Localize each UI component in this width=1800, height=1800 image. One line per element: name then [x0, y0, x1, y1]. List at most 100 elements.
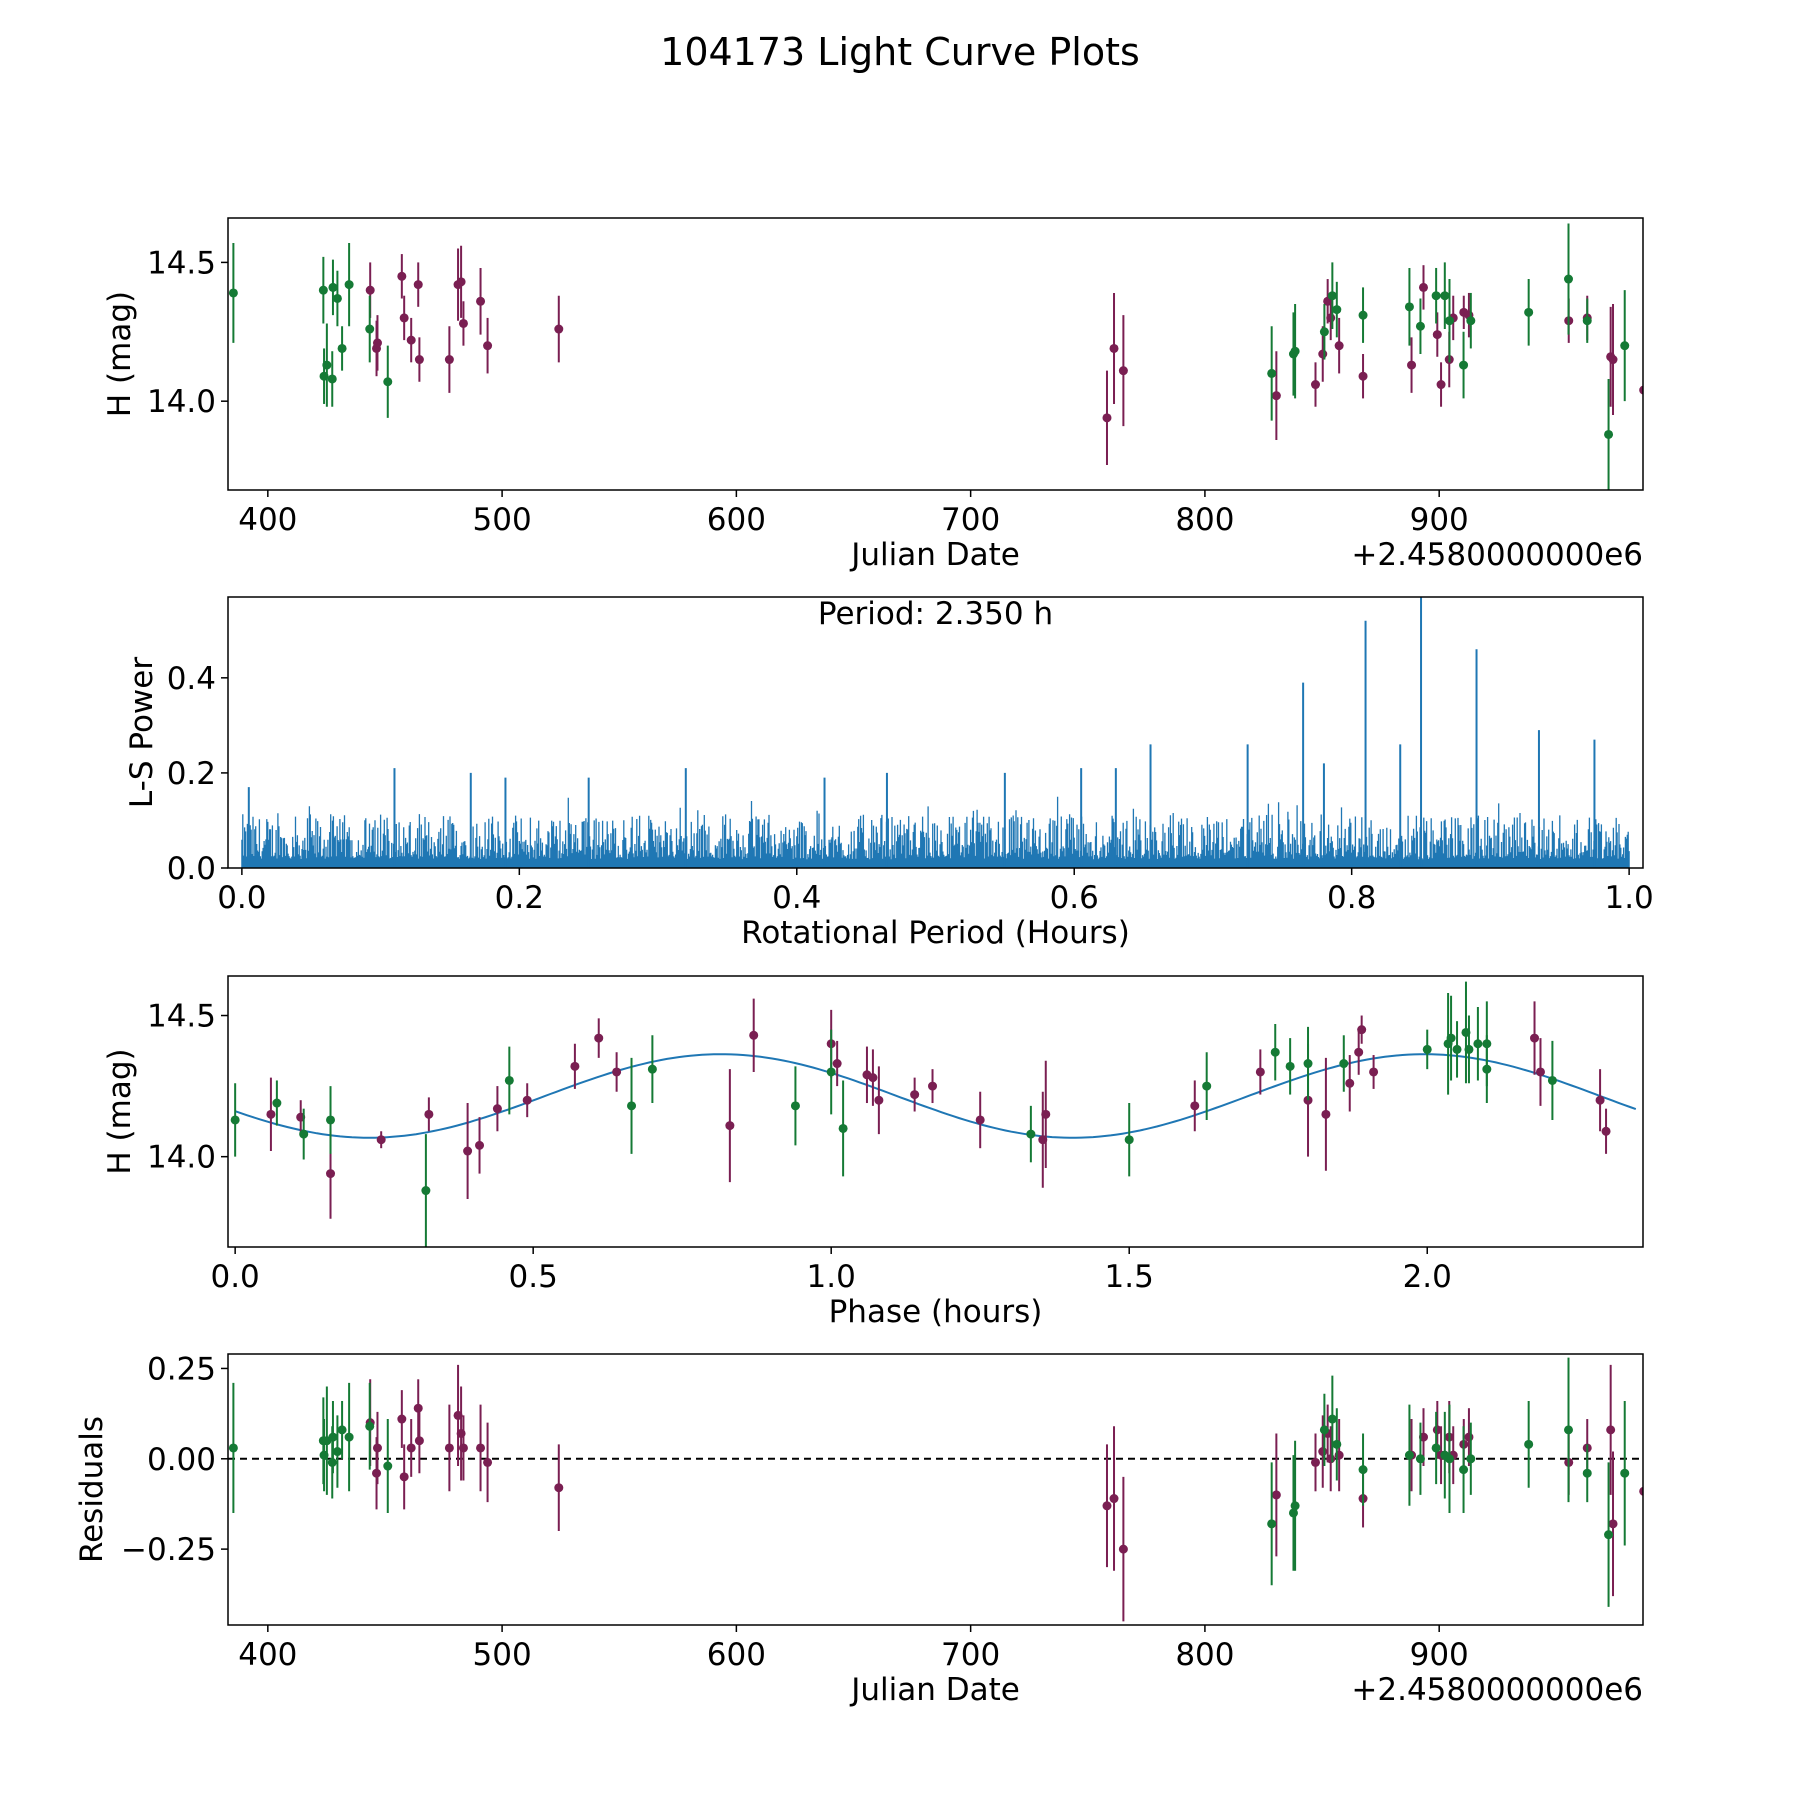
data-point	[383, 377, 393, 387]
data-point	[483, 1457, 493, 1467]
x-tick-label: 700	[941, 502, 1000, 538]
data-point	[826, 1067, 836, 1077]
data-point	[594, 1033, 604, 1043]
data-point	[424, 1109, 434, 1119]
x-axis-label: Julian Date	[849, 1672, 1020, 1708]
data-point	[1290, 1501, 1300, 1511]
data-point	[1464, 1044, 1474, 1054]
axes-frame	[227, 975, 1644, 1248]
x-tick-label: 500	[473, 502, 532, 538]
x-tick-label: 0.8	[1327, 880, 1376, 916]
data-point	[1369, 1067, 1379, 1077]
data-point	[399, 1472, 409, 1482]
data-point	[344, 1432, 354, 1442]
data-point	[299, 1129, 309, 1139]
panel-light-curve: 400 500 600 700 800 900 14.0 14.5 Julian Date H (…	[102, 217, 1644, 573]
x-tick-label: 0.4	[772, 880, 821, 916]
data-point	[475, 1140, 485, 1150]
data-point	[1422, 1044, 1432, 1054]
data-point	[1452, 1044, 1462, 1054]
x-tick-label: 1.5	[1105, 1259, 1154, 1295]
data-point	[1118, 366, 1128, 376]
x-tick-label: 0.5	[509, 1259, 558, 1295]
data-point	[1310, 1457, 1320, 1467]
data-point	[1271, 1490, 1281, 1500]
x-offset-label: +2.4580000000e6	[1351, 1672, 1643, 1708]
y-tick-label: 14.5	[147, 999, 216, 1035]
data-point	[1319, 1425, 1329, 1435]
x-tick-label: 0.2	[495, 880, 544, 916]
data-point	[1440, 291, 1450, 301]
y-axis-label: Residuals	[74, 1416, 110, 1563]
data-point	[1290, 346, 1300, 356]
data-point	[1432, 1425, 1442, 1435]
data-point	[1524, 1439, 1534, 1449]
data-point	[504, 1075, 514, 1085]
data-point	[1446, 1033, 1456, 1043]
data-point	[1608, 355, 1618, 365]
x-tick-label: 800	[1175, 502, 1234, 538]
data-point	[627, 1101, 637, 1111]
data-point	[1102, 1501, 1112, 1511]
data-point	[1339, 1059, 1349, 1069]
data-point	[230, 1115, 240, 1125]
data-point	[1303, 1059, 1313, 1069]
data-point	[1124, 1135, 1134, 1145]
data-point	[1318, 349, 1328, 359]
data-point	[1285, 1061, 1295, 1071]
y-axis-label: H (mag)	[102, 291, 138, 417]
x-offset-label: +2.4580000000e6	[1351, 537, 1643, 573]
data-point	[1358, 310, 1368, 320]
data-point	[554, 324, 564, 334]
data-point	[365, 1421, 375, 1431]
data-point	[725, 1121, 735, 1131]
data-point	[483, 341, 493, 351]
x-tick-label: 600	[707, 502, 766, 538]
data-point	[399, 313, 409, 323]
data-point	[1459, 360, 1469, 370]
data-point	[1601, 1126, 1611, 1136]
data-point	[1604, 1530, 1614, 1540]
data-point	[1535, 1067, 1545, 1077]
data-point	[1334, 341, 1344, 351]
data-point	[1267, 1519, 1277, 1529]
data-point	[1327, 1414, 1337, 1424]
axes-frame	[227, 596, 1644, 869]
series-filter-b	[228, 1357, 1630, 1607]
y-tick-label: 0.25	[147, 1351, 216, 1387]
y-tick-label: −0.25	[121, 1532, 216, 1568]
x-tick-label: 400	[238, 1637, 297, 1673]
data-point	[1102, 413, 1112, 423]
data-point	[337, 343, 347, 353]
data-point	[1255, 1067, 1265, 1077]
data-point	[1582, 316, 1592, 326]
data-point	[1321, 1109, 1331, 1119]
data-point	[327, 374, 337, 384]
x-tick-label: 500	[473, 1637, 532, 1673]
data-point	[476, 296, 486, 306]
data-point	[1415, 321, 1425, 331]
data-point	[1473, 1039, 1483, 1049]
data-point	[1620, 1468, 1630, 1478]
x-tick-label: 2.0	[1403, 1259, 1452, 1295]
data-point	[1466, 1454, 1476, 1464]
data-point	[1358, 1465, 1368, 1475]
data-point	[647, 1064, 657, 1074]
data-point	[1327, 291, 1337, 301]
data-point	[1459, 1465, 1469, 1475]
y-tick-label: 0.2	[167, 756, 216, 792]
data-point	[1326, 313, 1336, 323]
data-point	[1639, 1486, 1643, 1496]
data-point	[492, 1104, 502, 1114]
data-point	[318, 285, 328, 295]
data-point	[414, 1436, 424, 1446]
data-point	[1564, 1425, 1574, 1435]
data-point	[322, 360, 332, 370]
data-point	[372, 1443, 382, 1453]
data-point	[383, 1461, 393, 1471]
data-point	[344, 280, 354, 290]
data-point	[456, 277, 466, 287]
data-point	[444, 1443, 454, 1453]
series-filter-b	[228, 223, 1630, 490]
data-point	[458, 318, 468, 328]
